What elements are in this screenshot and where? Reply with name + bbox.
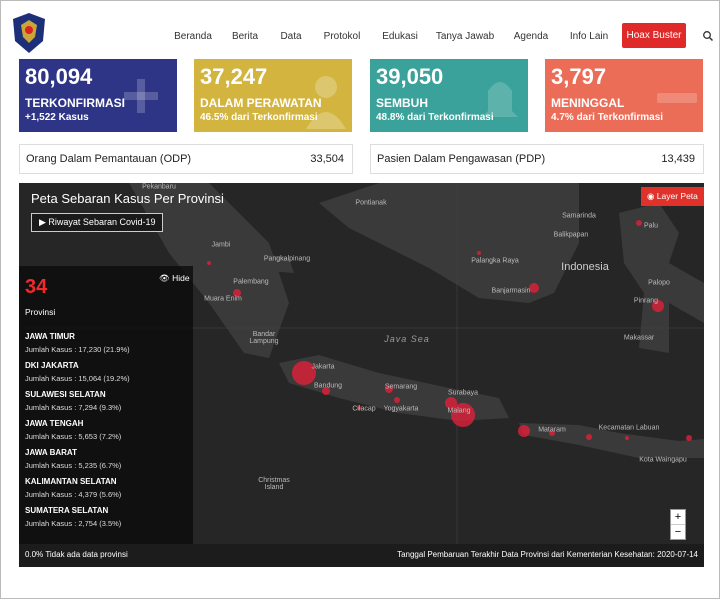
province-name: DKI JAKARTA: [25, 361, 79, 370]
map-shapes: [19, 183, 704, 567]
stat-label: MENINGGAL: [551, 96, 625, 110]
province-cases: Jumlah Kasus : 5,653 (7.2%): [25, 432, 122, 441]
place-label: Palopo: [648, 279, 670, 287]
nav-item[interactable]: Edukasi: [382, 31, 418, 42]
stat-card: 3,797 MENINGGAL 4.7% dari Terkonfirmasi: [545, 59, 703, 132]
monitoring-label: Pasien Dalam Pengawasan (PDP): [377, 153, 546, 165]
stat-label: SEMBUH: [376, 96, 429, 110]
stat-card: 37,247 DALAM PERAWATAN 46.5% dari Terkonfi…: [194, 59, 352, 132]
province-name: SUMATERA SELATAN: [25, 506, 109, 515]
province-cases: Jumlah Kasus : 17,230 (21.9%): [25, 345, 130, 354]
place-label: Palu: [643, 222, 659, 230]
history-button-label: Riwayat Sebaran Covid-19: [48, 217, 156, 227]
nav-item[interactable]: Agenda: [513, 31, 549, 42]
place-label: Samarinda: [562, 212, 596, 220]
zoom-out[interactable]: −: [674, 526, 682, 538]
layer-button[interactable]: ◉ Layer Peta: [641, 187, 704, 206]
place-label: Muara Enim: [204, 295, 242, 303]
place-label: Christmas Island: [258, 477, 290, 491]
map: Pekanbaru Pontianak Samarinda Palu Jambi Bali…: [19, 183, 704, 567]
zoom-in[interactable]: +: [671, 510, 685, 525]
province-name: JAWA TENGAH: [25, 419, 84, 428]
place-label: Cilacap: [352, 405, 376, 413]
province-cases: Jumlah Kasus : 4,379 (5.6%): [25, 490, 122, 499]
map-footer: 0.0% Tidak ada data provinsi Tanggal Pem…: [19, 544, 704, 567]
province-cases: Jumlah Kasus : 7,294 (9.3%): [25, 403, 122, 412]
province-cases: Jumlah Kasus : 2,754 (3.5%): [25, 519, 122, 528]
card-icon: [657, 93, 697, 103]
search-icon[interactable]: [702, 30, 714, 42]
stat-sub: 46.5% dari Terkonfirmasi: [200, 112, 318, 123]
place-label: Jambi: [211, 241, 231, 249]
monitoring-value: 33,504: [310, 153, 344, 165]
place-label: Bandar Lampung: [249, 331, 279, 345]
monitoring-box: Orang Dalam Pemantauan (ODP) 33,504: [19, 144, 353, 174]
legend: 0.0% Tidak ada data provinsi: [25, 550, 128, 559]
logo: [13, 13, 45, 53]
hide-label: Hide: [172, 273, 190, 283]
nav-item[interactable]: Data: [280, 31, 302, 42]
province-panel: 34 Provinsi 👁 Hide JAWA TIMUR Jumlah Kasu…: [19, 266, 193, 544]
stat-value: 3,797: [551, 64, 607, 89]
place-label: Kota Waingapu: [639, 456, 687, 464]
card-icon: [306, 76, 346, 129]
place-label: Jakarta: [311, 363, 335, 371]
place-label: Palembang: [233, 278, 269, 286]
place-label: Malang: [447, 407, 471, 415]
layer-button-label: Layer Peta: [656, 191, 698, 201]
stat-card: 80,094 TERKONFIRMASI +1,522 Kasus: [19, 59, 177, 132]
province-cases: Jumlah Kasus : 5,235 (6.7%): [25, 461, 122, 470]
stat-sub: +1,522 Kasus: [25, 112, 89, 123]
place-label: Pangkalpinang: [263, 255, 311, 263]
place-label: Kecamatan Labuan: [598, 424, 660, 432]
place-label: Pekanbaru: [142, 183, 176, 191]
place-label: Java Sea: [384, 334, 430, 344]
province-cases: Jumlah Kasus : 15,064 (19.2%): [25, 374, 130, 383]
province-name: JAWA BARAT: [25, 448, 77, 457]
place-label: Yogyakarta: [383, 405, 419, 413]
nav-item[interactable]: Beranda: [174, 31, 212, 42]
map-title: Peta Sebaran Kasus Per Provinsi: [31, 191, 224, 206]
stat-label: DALAM PERAWATAN: [200, 96, 322, 110]
monitoring-value: 13,439: [661, 153, 695, 165]
stat-sub: 4.7% dari Terkonfirmasi: [551, 112, 664, 123]
place-label: Indonesia: [561, 261, 609, 273]
place-label: Banjarmasin: [491, 287, 531, 295]
update-note: Tanggal Pembaruan Terakhir Data Provinsi…: [397, 550, 698, 559]
hide-button[interactable]: 👁 Hide: [159, 273, 190, 283]
place-label: Pinrang: [633, 297, 659, 305]
monitoring-label: Orang Dalam Pemantauan (ODP): [26, 153, 192, 165]
place-label: Pontianak: [355, 199, 387, 207]
place-label: Palangka Raya: [471, 257, 519, 265]
place-label: Mataram: [538, 426, 566, 434]
hoax-button[interactable]: Hoax Buster: [622, 23, 686, 48]
nav-item[interactable]: Protokol: [323, 31, 361, 42]
place-label: Balikpapan: [553, 231, 589, 239]
zoom-control: + −: [670, 509, 686, 540]
card-icon: [124, 79, 158, 113]
place-label: Makassar: [623, 334, 655, 342]
place-label: Surabaya: [448, 389, 478, 397]
card-icon: [482, 82, 518, 117]
province-count: 34: [25, 276, 48, 298]
nav-item[interactable]: Berita: [231, 31, 259, 42]
province-unit: Provinsi: [25, 307, 56, 317]
stat-value: 80,094: [25, 64, 93, 89]
place-label: Semarang: [384, 383, 418, 391]
nav-item[interactable]: Info Lain: [569, 31, 609, 42]
province-name: SULAWESI SELATAN: [25, 390, 106, 399]
province-name: KALIMANTAN SELATAN: [25, 477, 117, 486]
stat-value: 39,050: [376, 64, 444, 89]
stat-label: TERKONFIRMASI: [25, 96, 125, 110]
monitoring-box: Pasien Dalam Pengawasan (PDP) 13,439: [370, 144, 704, 174]
province-name: JAWA TIMUR: [25, 332, 75, 341]
stat-sub: 48.8% dari Terkonfirmasi: [376, 112, 494, 123]
nav-item[interactable]: Tanya Jawab: [435, 31, 495, 42]
history-button[interactable]: ▶ Riwayat Sebaran Covid-19: [31, 213, 164, 232]
place-label: Bandung: [313, 382, 343, 390]
stat-value: 37,247: [200, 64, 268, 89]
stat-card: 39,050 SEMBUH 48.8% dari Terkonfirmasi: [370, 59, 528, 132]
